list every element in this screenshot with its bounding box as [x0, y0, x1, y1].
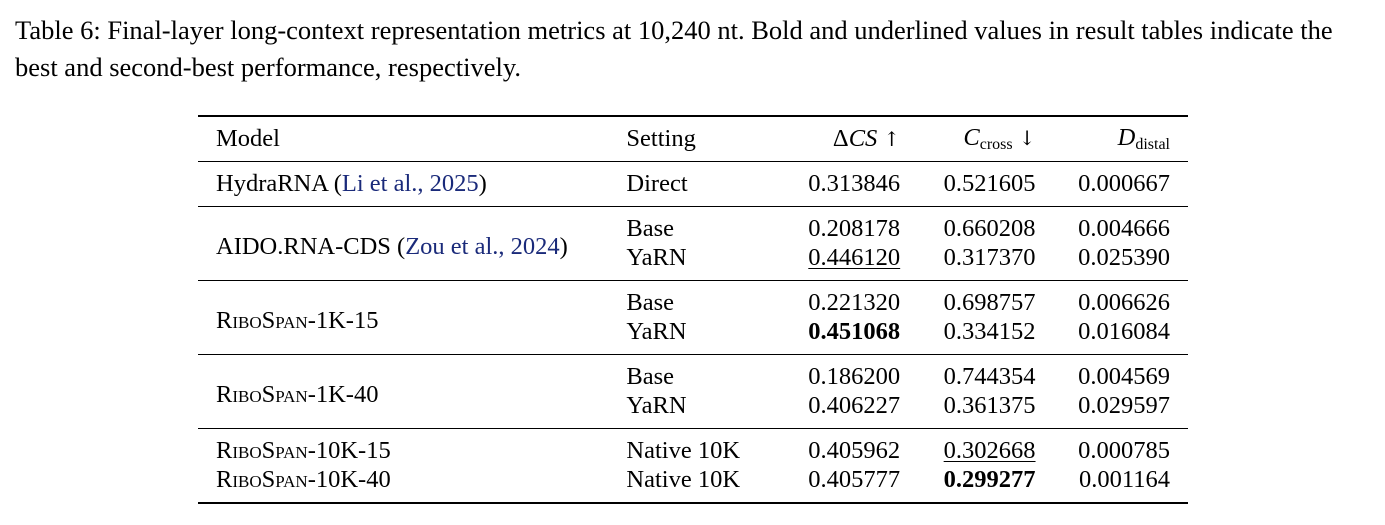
d-distal-cell: 0.000785	[1078, 436, 1170, 464]
model-cell: RiboSpan-10K-40	[216, 466, 391, 493]
group-hydrarna: HydraRNA (Li et al., 2025) Direct 0.3138…	[198, 162, 1188, 207]
group-ribospan-1k-15: RiboSpan-1K-15 Base 0.221320 0.698757 0.…	[198, 280, 1188, 354]
table-row: RiboSpan-10K-15 Native 10K 0.405962 0.30…	[198, 428, 1188, 465]
distal-subscript: distal	[1135, 136, 1170, 153]
header-d-distal: Ddistal	[1035, 115, 1188, 162]
caption-text: Table 6: Final-layer long-context repres…	[15, 15, 1333, 82]
up-arrow-icon: ↑	[883, 127, 901, 151]
header-c-cross: Ccross ↓	[900, 115, 1036, 162]
cross-subscript: cross	[979, 136, 1013, 153]
setting-cell: Native 10K	[626, 436, 741, 464]
table-header: Model Setting ΔCS ↑ Ccross ↓ Ddistal	[198, 115, 1188, 162]
table-row: RiboSpan-1K-40 Base 0.186200 0.744354 0.…	[198, 354, 1188, 408]
setting-cell: YaRN	[626, 318, 687, 345]
d-distal-cell: 0.004666	[1078, 214, 1170, 242]
c-cross-cell: 0.334152	[943, 318, 1036, 345]
header-delta-cs: ΔCS ↑	[764, 115, 901, 162]
group-ribospan-1k-40: RiboSpan-1K-40 Base 0.186200 0.744354 0.…	[198, 354, 1188, 428]
d-distal-cell: 0.001164	[1079, 466, 1170, 493]
second-best-value: 0.446120	[808, 244, 901, 271]
cite-open: (	[327, 170, 342, 197]
delta-cs-cell: 0.186200	[808, 362, 901, 390]
table-row: YaRN 0.446120 0.317370 0.025390	[198, 243, 1188, 280]
delta-cs-cell: 0.208178	[808, 214, 901, 242]
down-arrow-icon: ↓	[1018, 126, 1036, 150]
table-row: YaRN 0.451068 0.334152 0.016084	[198, 317, 1188, 354]
delta-cs-cell: 0.406227	[808, 392, 901, 419]
model-cell: RiboSpan-1K-40	[216, 380, 379, 408]
model-cell: AIDO.RNA-CDS (Zou et al., 2024)	[198, 206, 626, 280]
table-caption: Table 6: Final-layer long-context repres…	[15, 12, 1377, 86]
model-cell: HydraRNA (Li et al., 2025)	[198, 162, 626, 207]
header-model: Model	[198, 115, 627, 162]
c-variable: C	[963, 124, 980, 151]
group-ribospan-10k: RiboSpan-10K-15 Native 10K 0.405962 0.30…	[198, 428, 1188, 503]
setting-cell: YaRN	[626, 244, 687, 271]
delta-symbol: Δ	[832, 125, 849, 152]
model-name: AIDO.RNA-CDS	[216, 232, 391, 260]
best-value: 0.451068	[808, 318, 901, 345]
cite-open: (	[390, 232, 406, 260]
model-cell: RiboSpan-10K-15	[216, 436, 391, 464]
d-distal-cell: 0.006626	[1078, 288, 1170, 316]
citation-link[interactable]: Zou et al., 2024	[405, 232, 560, 260]
setting-cell: Base	[626, 362, 675, 390]
c-cross-cell: 0.302668	[900, 428, 1036, 465]
header-setting: Setting	[626, 115, 765, 162]
c-cross-cell: 0.361375	[943, 392, 1036, 419]
table-row: YaRN 0.406227 0.361375 0.029597	[198, 391, 1188, 428]
group-aido-rna-cds: AIDO.RNA-CDS (Zou et al., 2024) Base 0.2…	[198, 206, 1188, 280]
table-row: RiboSpan-10K-40 Native 10K 0.405777 0.29…	[198, 465, 1188, 503]
setting-cell: Base	[626, 288, 675, 316]
d-distal-cell: 0.029597	[1078, 392, 1170, 419]
table-row: AIDO.RNA-CDS (Zou et al., 2024) Base 0.2…	[198, 206, 1188, 260]
setting-cell: YaRN	[626, 392, 687, 419]
delta-cs-cell: 0.405777	[808, 466, 901, 493]
d-distal-cell: 0.000667	[1078, 170, 1170, 197]
c-cross-cell: 0.299277	[900, 465, 1036, 503]
c-cross-cell: 0.521605	[943, 170, 1036, 197]
d-distal-cell: 0.025390	[1078, 244, 1170, 271]
c-cross-cell: 0.744354	[943, 362, 1036, 390]
delta-cs-cell: 0.313846	[808, 170, 901, 197]
citation-link[interactable]: Li et al., 2025	[341, 170, 479, 197]
table-row: HydraRNA (Li et al., 2025) Direct 0.3138…	[198, 162, 1188, 207]
c-cross-cell: 0.698757	[943, 288, 1036, 316]
d-distal-cell: 0.004569	[1078, 362, 1170, 390]
setting-cell: Native 10K	[626, 466, 741, 493]
table-row: RiboSpan-1K-15 Base 0.221320 0.698757 0.…	[198, 280, 1188, 334]
setting-cell: Base	[626, 214, 675, 242]
d-variable: D	[1117, 124, 1136, 151]
c-cross-cell: 0.317370	[943, 244, 1036, 271]
delta-cs-cell: 0.451068	[765, 317, 900, 354]
delta-cs-cell: 0.446120	[765, 243, 900, 280]
cite-close: )	[559, 232, 568, 260]
c-cross-cell: 0.660208	[943, 214, 1036, 242]
cs-variable: CS	[848, 125, 878, 152]
delta-cs-cell: 0.221320	[808, 288, 901, 316]
results-table: Model Setting ΔCS ↑ Ccross ↓ Ddistal Hyd…	[198, 115, 1188, 504]
d-distal-cell: 0.016084	[1078, 318, 1170, 345]
setting-cell: Direct	[626, 170, 688, 197]
delta-cs-cell: 0.405962	[808, 436, 901, 464]
model-name: HydraRNA	[216, 170, 328, 197]
model-cell: RiboSpan-1K-15	[216, 306, 379, 334]
header-row: Model Setting ΔCS ↑ Ccross ↓ Ddistal	[198, 115, 1188, 162]
second-best-value: 0.302668	[943, 436, 1036, 464]
best-value: 0.299277	[943, 466, 1036, 493]
cite-close: )	[478, 170, 487, 197]
